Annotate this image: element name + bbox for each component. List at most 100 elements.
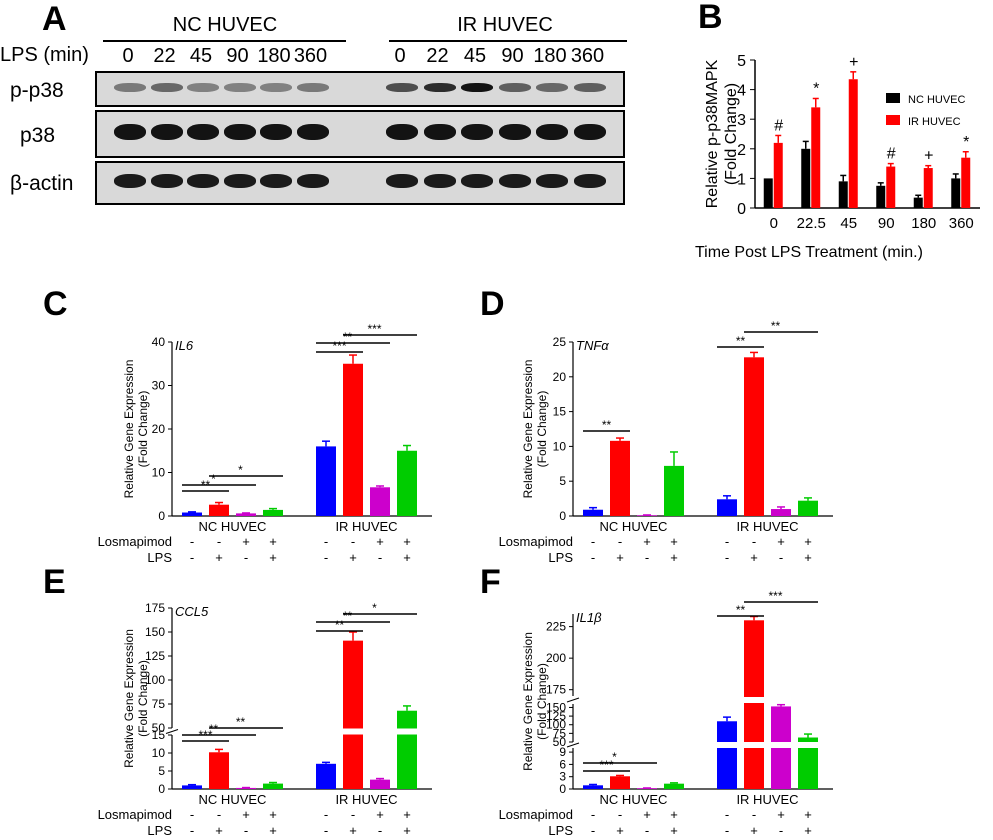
losmapimod-sign: -: [725, 807, 729, 822]
significance-stars: **: [236, 715, 246, 729]
y-tick-label: 100: [145, 673, 165, 687]
blot-row-label-pp38: p-p38: [10, 79, 64, 102]
losmapimod-sign: -: [190, 807, 194, 822]
y-tick-label: 75: [553, 726, 567, 740]
gene-label: TNFα: [576, 338, 609, 353]
legend-label: IR HUVEC: [908, 116, 961, 128]
lps-sign: -: [591, 550, 595, 565]
losmapimod-sign: +: [643, 807, 651, 822]
y-tick-label: 30: [152, 379, 166, 393]
losmapimod-sign: +: [403, 807, 411, 822]
gene-label: IL1β: [576, 610, 602, 625]
y-axis-label-line-1: Relative p-p38MAPK: [704, 59, 721, 208]
significance-stars: **: [335, 618, 345, 632]
bar: [397, 710, 417, 789]
losmapimod-sign: +: [376, 807, 384, 822]
panel-letter: D: [480, 285, 505, 323]
bar: [316, 763, 336, 789]
losmapimod-label: Losmapimod: [98, 807, 172, 822]
x-tick-label: 22.5: [797, 215, 826, 232]
nc-huvec-underline: [103, 40, 346, 42]
losmapimod-sign: +: [242, 534, 250, 549]
blot-band: [260, 82, 292, 92]
bar: [610, 776, 630, 789]
bar: [798, 737, 818, 789]
y-tick-label: 5: [158, 764, 165, 778]
lps-sign: -: [324, 823, 328, 838]
blot-band: [498, 174, 531, 188]
significance-mark: *: [963, 134, 969, 151]
blot-band: [187, 124, 219, 140]
losmapimod-sign: -: [217, 807, 221, 822]
lps-sign: -: [725, 823, 729, 838]
bar-break-gap: [743, 742, 765, 748]
y-tick-label: 20: [553, 370, 567, 384]
blot-band: [296, 82, 329, 92]
losmapimod-sign: +: [269, 534, 277, 549]
bar: [236, 787, 256, 789]
y-tick-label: 175: [145, 601, 165, 615]
y-tick-label: 50: [553, 735, 567, 749]
panel-b-letter: B: [698, 0, 723, 36]
losmapimod-sign: -: [591, 534, 595, 549]
bar: [811, 107, 821, 208]
y-axis-label-line-1: Relative Gene Expression: [521, 632, 535, 771]
lps-sign: +: [750, 823, 758, 838]
lane-label: 45: [463, 45, 487, 67]
chart-d: D TNFα 0 5 10 15 20 25 NC HUVEC IR HUVEC Losmapimo…: [480, 285, 833, 565]
losmapimod-sign: +: [670, 534, 678, 549]
lps-sign: +: [616, 823, 624, 838]
losmapimod-sign: -: [752, 534, 756, 549]
y-axis-label-line-1: Relative Gene Expression: [122, 360, 136, 499]
bar: [771, 509, 791, 516]
significance-stars: **: [343, 609, 353, 623]
legend-swatch: [886, 93, 900, 103]
lps-sign: +: [215, 550, 223, 565]
significance-stars: **: [209, 722, 219, 736]
blot-band: [386, 82, 418, 92]
bar: [664, 465, 684, 516]
y-tick-label: 0: [559, 509, 566, 523]
ir-huvec-header: IR HUVEC: [457, 14, 553, 36]
lane-label: 360: [570, 45, 605, 67]
bar: [913, 197, 923, 208]
y-tick-label: 175: [546, 683, 566, 697]
bar: [923, 168, 933, 208]
y-tick-label: 100: [546, 718, 566, 732]
significance-mark: #: [774, 117, 783, 134]
lps-sign: -: [378, 823, 382, 838]
y-tick-label: 0: [737, 201, 746, 218]
bar: [316, 446, 336, 516]
chart-c: C IL6 0 10 20 30 40 NC HUVEC IR HUVEC LosmapimodL…: [43, 285, 432, 565]
bar-break-gap: [396, 728, 418, 735]
y-tick-label: 1: [737, 171, 746, 188]
y-tick-label: 20: [152, 422, 166, 436]
blot-band: [536, 124, 568, 140]
lane-label: 90: [226, 45, 249, 67]
bar: [209, 752, 229, 789]
significance-stars: **: [736, 603, 746, 617]
blot-band: [223, 82, 256, 92]
significance-stars: **: [343, 330, 353, 344]
ir-huvec-underline: [389, 40, 627, 42]
losmapimod-sign: -: [618, 534, 622, 549]
panel-a-letter: A: [42, 0, 67, 38]
x-tick-label: 0: [770, 215, 778, 232]
losmapimod-sign: -: [618, 807, 622, 822]
blot-band: [386, 124, 418, 140]
panel-letter: C: [43, 285, 68, 323]
y-tick-label: 10: [152, 466, 166, 480]
y-tick-label: 6: [559, 757, 566, 771]
blot-row-label-beta-actin: β-actin: [10, 172, 74, 195]
y-tick-label: 50: [152, 721, 166, 735]
losmapimod-sign: -: [752, 807, 756, 822]
significance-stars: **: [736, 334, 746, 348]
lane-label: 22: [426, 45, 449, 67]
losmapimod-sign: +: [643, 534, 651, 549]
blot-band: [573, 82, 606, 92]
bar: [717, 721, 737, 789]
losmapimod-sign: +: [777, 807, 785, 822]
blot-band: [114, 174, 146, 188]
blot-band: [386, 174, 418, 188]
